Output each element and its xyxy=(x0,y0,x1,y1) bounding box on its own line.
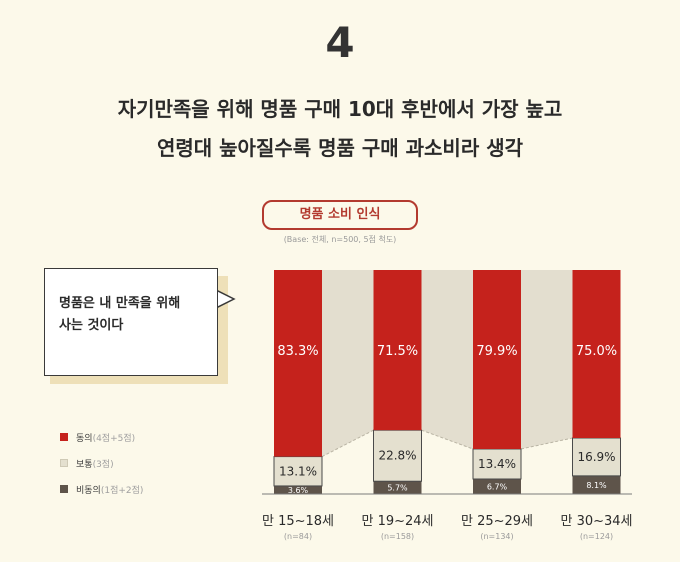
bar-neutral xyxy=(373,429,422,482)
bubble-box: 명품은 내 만족을 위해 사는 것이다 xyxy=(44,268,218,376)
bar-disagree xyxy=(572,475,621,494)
page-number: 4 xyxy=(325,18,355,67)
category-label: 만 25~29세 xyxy=(461,514,533,529)
legend-label-disagree: 비동의 xyxy=(76,485,101,496)
data-label-neutral: 22.8% xyxy=(378,449,416,463)
category-label: 만 15~18세 xyxy=(262,514,334,529)
legend-note-disagree: (1점+2점) xyxy=(100,485,144,496)
connector-dash xyxy=(520,437,573,450)
category-label: 만 19~24세 xyxy=(361,514,433,529)
bar-neutral xyxy=(273,456,323,487)
connector-band xyxy=(521,270,573,449)
data-label-neutral: 16.9% xyxy=(577,450,615,464)
legend-swatch-agree xyxy=(60,433,68,441)
legend: 동의 (4점+5점) 보통 (3점) 비동의 (1점+2점) xyxy=(60,430,143,508)
category-n-label: (n=158) xyxy=(381,532,414,541)
chart-subtitle: (Base: 전체, n=500, 5점 척도) xyxy=(283,235,397,244)
data-label-neutral: 13.4% xyxy=(478,457,516,471)
data-label-agree: 71.5% xyxy=(377,344,418,359)
bar-agree xyxy=(373,270,422,431)
legend-item-agree: 동의 (4점+5점) xyxy=(60,430,143,444)
category-label: 만 30~34세 xyxy=(560,514,632,529)
data-label-disagree: 8.1% xyxy=(586,481,607,490)
data-label-disagree: 3.6% xyxy=(288,486,309,495)
category-n-label: (n=84) xyxy=(284,532,312,541)
connector-band xyxy=(322,270,374,457)
legend-item-disagree: 비동의 (1점+2점) xyxy=(60,482,143,496)
connector-band xyxy=(421,270,473,449)
bar-disagree xyxy=(373,481,422,494)
statement-line-1: 명품은 내 만족을 위해 xyxy=(59,296,181,311)
category-n-label: (n=134) xyxy=(480,532,513,541)
bar-neutral xyxy=(472,448,522,480)
data-label-agree: 83.3% xyxy=(277,344,318,359)
legend-note-neutral: (3점) xyxy=(92,459,114,470)
legend-item-neutral: 보통 (3점) xyxy=(60,456,143,470)
headline-line-1: 자기만족을 위해 명품 구매 10대 후반에서 가장 높고 xyxy=(117,97,563,121)
statement-line-2: 사는 것이다 xyxy=(59,318,124,333)
data-label-neutral: 13.1% xyxy=(279,464,317,478)
bar-agree xyxy=(473,270,521,449)
data-label-disagree: 5.7% xyxy=(387,484,408,493)
bar-agree xyxy=(274,270,322,457)
chart-title: 명품 소비 인식 xyxy=(262,200,418,230)
bar-disagree xyxy=(274,485,322,494)
legend-label-agree: 동의 xyxy=(76,433,93,444)
data-label-disagree: 6.7% xyxy=(487,482,508,491)
data-label-agree: 79.9% xyxy=(476,344,517,359)
bar-agree xyxy=(572,270,621,438)
legend-swatch-disagree xyxy=(60,485,68,493)
headline-line-2: 연령대 높아질수록 명품 구매 과소비라 생각 xyxy=(156,136,523,160)
bar-neutral xyxy=(572,437,621,477)
legend-swatch-neutral xyxy=(60,459,68,467)
legend-note-agree: (4점+5점) xyxy=(92,433,136,444)
statement-bubble: 명품은 내 만족을 위해 사는 것이다 xyxy=(44,268,236,384)
data-label-agree: 75.0% xyxy=(576,344,617,359)
bar-disagree xyxy=(473,478,521,494)
legend-label-neutral: 보통 xyxy=(76,459,93,470)
connector-dash xyxy=(421,429,474,450)
category-n-label: (n=124) xyxy=(580,532,613,541)
